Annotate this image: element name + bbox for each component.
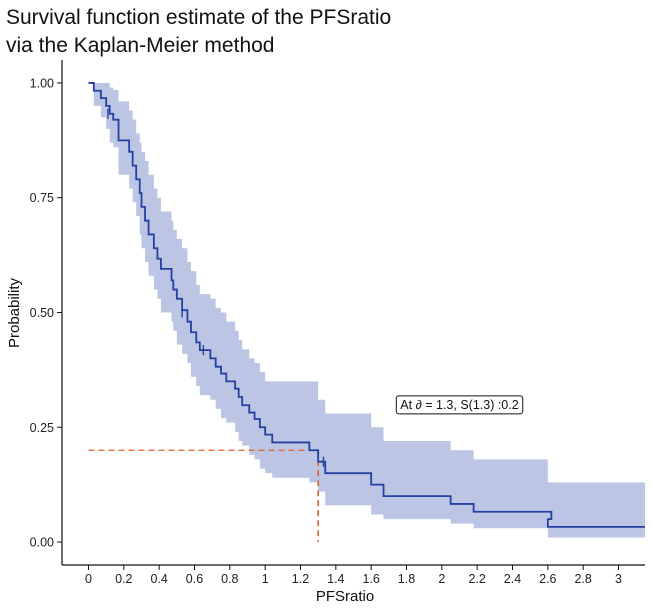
x-tick-label-12: 2.4 — [504, 572, 521, 586]
y-tick-label-4: 1.00 — [30, 76, 54, 90]
y-axis-label: Probability — [6, 277, 23, 348]
x-tick-label-6: 1.2 — [292, 572, 309, 586]
axes-layer: 0 0.2 0.4 0.6 0.8 1 1.2 1.4 1.6 1.8 2 2.2 2.4 2.6 2.8 3… — [30, 60, 645, 586]
x-tick-label-15: 3 — [615, 572, 622, 586]
x-tick-label-10: 2 — [438, 572, 445, 586]
x-tick-label-9: 1.8 — [398, 572, 415, 586]
x-axis-label: PFSratio — [316, 588, 374, 605]
chart-title-line-2: via the Kaplan-Meier method — [6, 34, 275, 57]
confidence-band-layer — [88, 82, 645, 538]
x-tick-label-1: 0.2 — [115, 572, 132, 586]
x-tick-label-14: 2.8 — [574, 572, 591, 586]
x-tick-label-13: 2.6 — [539, 572, 556, 586]
annotation-text: At ∂ = 1.3, S(1.3) :0.2 — [400, 398, 518, 412]
x-tick-label-2: 0.4 — [150, 572, 167, 586]
y-tick-label-1: 0.25 — [30, 421, 54, 435]
chart-title: Survival function estimate of the PFSrat… — [6, 4, 391, 60]
x-tick-label-7: 1.4 — [327, 572, 344, 586]
survival-curve-layer — [88, 82, 645, 528]
y-tick-label-2: 0.50 — [30, 306, 54, 320]
x-tick-label-8: 1.6 — [362, 572, 379, 586]
y-tick-label-0: 0.00 — [30, 536, 54, 550]
x-tick-label-4: 0.8 — [221, 572, 238, 586]
annotation-box — [395, 395, 524, 415]
survival-step-curve-0 — [88, 82, 645, 528]
x-tick-label-3: 0.6 — [186, 572, 203, 586]
x-tick-label-5: 1 — [262, 572, 269, 586]
x-tick-label-0: 0 — [85, 572, 92, 586]
reference-lines-layer — [88, 449, 319, 543]
y-tick-label-3: 0.75 — [30, 191, 54, 205]
x-tick-label-11: 2.2 — [468, 572, 485, 586]
chart-title-line-1: Survival function estimate of the PFSrat… — [6, 6, 392, 29]
annotation-layer: At ∂ = 1.3, S(1.3) :0.2 — [395, 395, 524, 415]
confidence-band — [88, 82, 645, 538]
